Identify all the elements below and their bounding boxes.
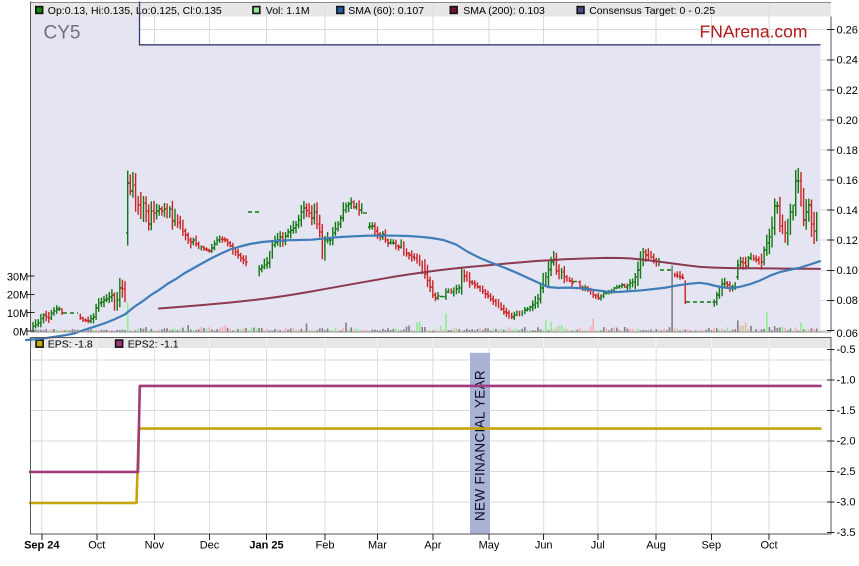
svg-text:0.22: 0.22	[837, 85, 858, 97]
svg-text:20M: 20M	[7, 290, 28, 302]
svg-text:Jun: Jun	[535, 540, 553, 552]
svg-text:SMA (200): 0.103: SMA (200): 0.103	[463, 5, 545, 17]
svg-text:-0.5: -0.5	[837, 344, 856, 356]
svg-text:Apr: Apr	[424, 540, 441, 552]
svg-text:0.20: 0.20	[837, 115, 858, 127]
svg-text:Dec: Dec	[200, 540, 220, 552]
svg-text:Nov: Nov	[145, 540, 165, 552]
svg-text:30M: 30M	[7, 271, 28, 283]
svg-text:Consensus Target: 0 - 0.25: Consensus Target: 0 - 0.25	[589, 5, 715, 17]
svg-text:Feb: Feb	[316, 540, 335, 552]
svg-text:CY5: CY5	[44, 23, 81, 44]
svg-text:0.10: 0.10	[837, 265, 858, 277]
svg-text:-3.5: -3.5	[837, 527, 856, 539]
svg-text:Sep: Sep	[702, 540, 722, 552]
svg-text:0M: 0M	[13, 326, 28, 338]
svg-text:0.18: 0.18	[837, 145, 858, 157]
svg-text:0.08: 0.08	[837, 295, 858, 307]
svg-text:10M: 10M	[7, 308, 28, 320]
svg-text:May: May	[479, 540, 500, 552]
svg-text:-1.0: -1.0	[837, 375, 856, 387]
svg-text:-1.5: -1.5	[837, 405, 856, 417]
svg-text:0.16: 0.16	[837, 175, 858, 187]
svg-text:SMA (60): 0.107: SMA (60): 0.107	[348, 5, 424, 17]
svg-text:Sep 24: Sep 24	[24, 540, 60, 552]
svg-text:0.12: 0.12	[837, 235, 858, 247]
svg-text:Op:0.13, Hi:0.135, Lo:0.125, C: Op:0.13, Hi:0.135, Lo:0.125, Cl:0.135	[48, 5, 222, 17]
svg-text:-2.0: -2.0	[837, 436, 856, 448]
svg-text:0.06: 0.06	[837, 328, 858, 340]
svg-text:Oct: Oct	[88, 540, 105, 552]
svg-text:Jan 25: Jan 25	[249, 540, 283, 552]
svg-text:Mar: Mar	[368, 540, 387, 552]
svg-text:Oct: Oct	[760, 540, 777, 552]
svg-text:Jul: Jul	[591, 540, 605, 552]
svg-text:EPS2: -1.1: EPS2: -1.1	[128, 338, 179, 350]
svg-text:0.26: 0.26	[837, 25, 858, 37]
svg-text:Vol: 1.1M: Vol: 1.1M	[266, 5, 310, 17]
svg-text:0.24: 0.24	[837, 55, 858, 67]
svg-text:FNArena.com: FNArena.com	[700, 22, 808, 42]
svg-text:-3.0: -3.0	[837, 497, 856, 509]
svg-text:-2.5: -2.5	[837, 466, 856, 478]
svg-text:Aug: Aug	[646, 540, 666, 552]
svg-text:0.14: 0.14	[837, 205, 858, 217]
svg-text:EPS: -1.8: EPS: -1.8	[48, 338, 93, 350]
svg-text:NEW FINANCIAL YEAR: NEW FINANCIAL YEAR	[473, 370, 488, 521]
